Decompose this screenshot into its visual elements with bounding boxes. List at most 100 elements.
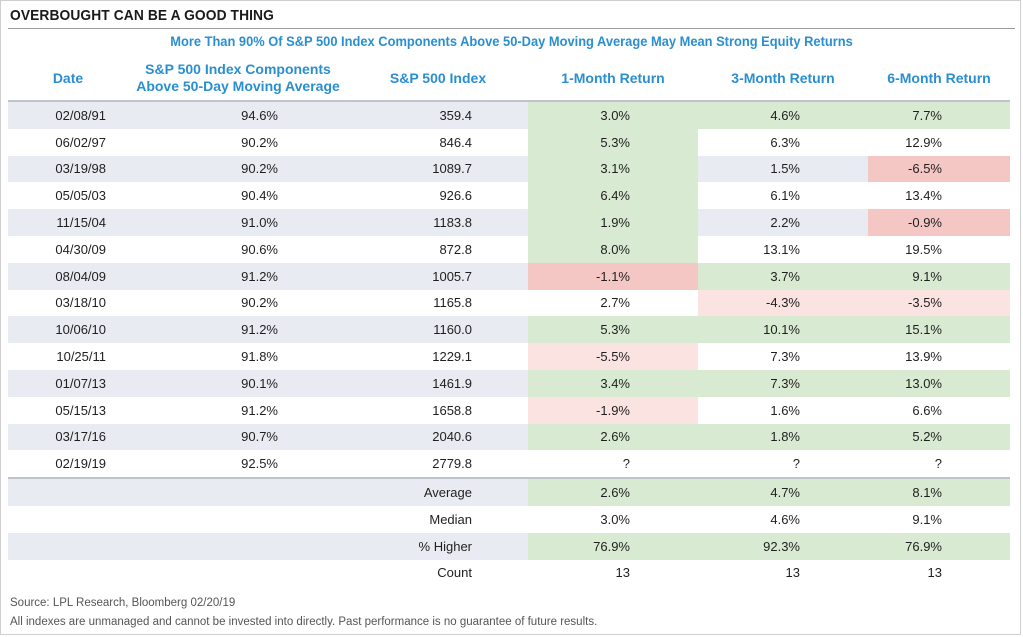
return-1-month-cell: ? (528, 450, 698, 479)
header-6-month: 6-Month Return (887, 69, 991, 86)
components-cell: 90.1% (128, 369, 348, 397)
header-date: Date (52, 69, 84, 86)
return-1-month-cell: 3.4% (528, 369, 698, 397)
return-3-month-cell: 6.1% (698, 182, 868, 210)
title-divider (8, 28, 1015, 29)
date-cell: 05/05/03 (8, 182, 128, 210)
return-6-month-cell: 15.1% (868, 316, 1010, 344)
date-cell: 03/18/10 (8, 289, 128, 317)
return-6-month-cell: 13.9% (868, 343, 1010, 370)
summary-6-month-cell: 76.9% (868, 532, 1010, 560)
return-3-month-cell: 7.3% (698, 343, 868, 370)
return-1-month-cell: 3.1% (528, 155, 698, 183)
index-cell: 1658.8 (348, 396, 528, 424)
return-3-month-cell: 13.1% (698, 235, 868, 263)
components-cell: 91.2% (128, 396, 348, 424)
components-cell: 91.8% (128, 343, 348, 370)
return-3-month-cell: 2.2% (698, 209, 868, 236)
table-row: 01/07/13 90.1% 1461.9 3.4% 7.3% 13.0% (8, 369, 1010, 397)
return-3-month-cell: 7.3% (698, 369, 868, 397)
summary-1-month-cell: 76.9% (528, 532, 698, 560)
date-cell: 03/17/16 (8, 423, 128, 451)
index-cell: 1005.7 (348, 262, 528, 290)
return-6-month-cell: 19.5% (868, 235, 1010, 263)
returns-table: Date S&P 500 Index Components Above 50-D… (8, 56, 1010, 587)
components-cell: 90.7% (128, 423, 348, 451)
page-title: OVERBOUGHT CAN BE A GOOD THING (10, 7, 274, 24)
table-summary: Average 2.6% 4.7% 8.1% Median 3.0% 4.6% 9.1%% H… (8, 477, 1010, 587)
index-cell: 359.4 (348, 101, 528, 129)
table-row: 02/08/91 94.6% 359.4 3.0% 4.6% 7.7% (8, 101, 1010, 129)
components-cell: 91.2% (128, 262, 348, 290)
components-cell: 90.4% (128, 182, 348, 210)
summary-3-month-cell: 4.7% (698, 477, 868, 506)
summary-6-month-cell: 8.1% (868, 477, 1010, 506)
return-6-month-cell: -0.9% (868, 209, 1010, 236)
date-cell: 05/15/13 (8, 396, 128, 424)
components-cell: 90.6% (128, 235, 348, 263)
return-3-month-cell: 10.1% (698, 316, 868, 344)
summary-1-month-cell: 2.6% (528, 477, 698, 506)
summary-spacer (8, 532, 348, 560)
return-1-month-cell: 2.6% (528, 423, 698, 451)
table-title: More Than 90% Of S&P 500 Index Component… (170, 33, 853, 49)
index-cell: 1183.8 (348, 209, 528, 236)
table-row: 08/04/09 91.2% 1005.7 -1.1% 3.7% 9.1% (8, 262, 1010, 290)
return-6-month-cell: 13.0% (868, 369, 1010, 397)
summary-spacer (8, 477, 348, 506)
summary-label: % Higher (348, 532, 528, 560)
index-cell: 1165.8 (348, 289, 528, 317)
return-3-month-cell: 4.6% (698, 101, 868, 129)
return-1-month-cell: 3.0% (528, 101, 698, 129)
index-cell: 1229.1 (348, 343, 528, 370)
components-cell: 94.6% (128, 101, 348, 129)
return-3-month-cell: 3.7% (698, 262, 868, 290)
date-cell: 10/06/10 (8, 316, 128, 344)
return-1-month-cell: 5.3% (528, 316, 698, 344)
table-row: 06/02/97 90.2% 846.4 5.3% 6.3% 12.9% (8, 128, 1010, 156)
index-cell: 2779.8 (348, 450, 528, 479)
table-row: 11/15/04 91.0% 1183.8 1.9% 2.2% -0.9% (8, 209, 1010, 236)
summary-3-month-cell: 92.3% (698, 532, 868, 560)
summary-row: % Higher 76.9% 92.3% 76.9% (8, 532, 1010, 560)
index-cell: 926.6 (348, 182, 528, 210)
summary-row: Count 13 13 13 (8, 559, 1010, 587)
table-row: 05/15/13 91.2% 1658.8 -1.9% 1.6% 6.6% (8, 396, 1010, 424)
return-1-month-cell: -1.9% (528, 396, 698, 424)
return-6-month-cell: 12.9% (868, 128, 1010, 156)
table-row: 04/30/09 90.6% 872.8 8.0% 13.1% 19.5% (8, 235, 1010, 263)
summary-spacer (8, 559, 348, 587)
components-cell: 92.5% (128, 450, 348, 479)
components-cell: 90.2% (128, 289, 348, 317)
table-row: 10/06/10 91.2% 1160.0 5.3% 10.1% 15.1% (8, 316, 1010, 344)
components-cell: 91.0% (128, 209, 348, 236)
date-cell: 02/19/19 (8, 450, 128, 479)
return-3-month-cell: -4.3% (698, 289, 868, 317)
return-6-month-cell: 6.6% (868, 396, 1010, 424)
return-6-month-cell: 7.7% (868, 101, 1010, 129)
return-3-month-cell: 1.8% (698, 423, 868, 451)
return-6-month-cell: 5.2% (868, 423, 1010, 451)
return-3-month-cell: 6.3% (698, 128, 868, 156)
return-1-month-cell: 5.3% (528, 128, 698, 156)
header-index: S&P 500 Index (389, 69, 487, 86)
components-cell: 90.2% (128, 155, 348, 183)
return-3-month-cell: 1.6% (698, 396, 868, 424)
table-row: 02/19/19 92.5% 2779.8??? (8, 450, 1010, 479)
components-cell: 90.2% (128, 128, 348, 156)
header-3-month: 3-Month Return (731, 69, 835, 86)
summary-1-month-cell: 3.0% (528, 505, 698, 533)
summary-1-month-cell: 13 (528, 559, 698, 587)
table-body: 02/08/91 94.6% 359.4 3.0% 4.6% 7.7% 06/02/97 90… (8, 101, 1010, 479)
table-row: 05/05/03 90.4% 926.6 6.4% 6.1% 13.4% (8, 182, 1010, 210)
date-cell: 01/07/13 (8, 369, 128, 397)
return-1-month-cell: -5.5% (528, 343, 698, 370)
summary-row: Median 3.0% 4.6% 9.1% (8, 505, 1010, 533)
return-6-month-cell: 9.1% (868, 262, 1010, 290)
index-cell: 1461.9 (348, 369, 528, 397)
summary-label: Average (348, 477, 528, 506)
date-cell: 11/15/04 (8, 209, 128, 236)
return-6-month-cell: -6.5% (868, 155, 1010, 183)
index-cell: 846.4 (348, 128, 528, 156)
